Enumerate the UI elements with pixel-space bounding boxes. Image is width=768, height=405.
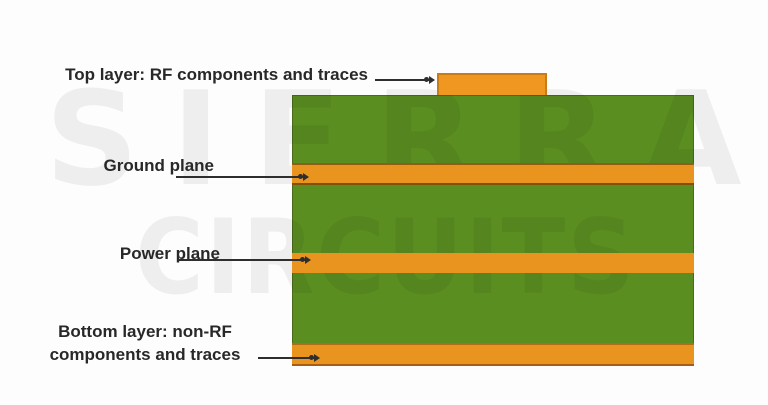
pcb-substrate: [292, 95, 694, 366]
top-layer-label: Top layer: RF components and traces: [65, 65, 368, 84]
bottom-layer-copper: [292, 343, 694, 366]
ground-plane-label: Ground plane: [103, 156, 215, 175]
power-plane-layer: [292, 253, 694, 273]
top-layer-copper-pad: [437, 73, 547, 95]
ground-plane-layer: [292, 163, 694, 185]
power-plane-arrow-icon: [179, 256, 311, 263]
top-layer-arrow-icon: [375, 76, 435, 83]
bottom-layer-label: Bottom layer: non-RF components and trac…: [35, 320, 255, 366]
power-plane-label: Power plane: [119, 244, 220, 263]
ground-plane-arrow-icon: [176, 173, 309, 180]
bottom-layer-label-line2: components and traces: [49, 345, 241, 364]
bottom-layer-arrow-icon: [258, 354, 320, 361]
bottom-layer-label-line1: Bottom layer: non-RF: [58, 322, 232, 341]
